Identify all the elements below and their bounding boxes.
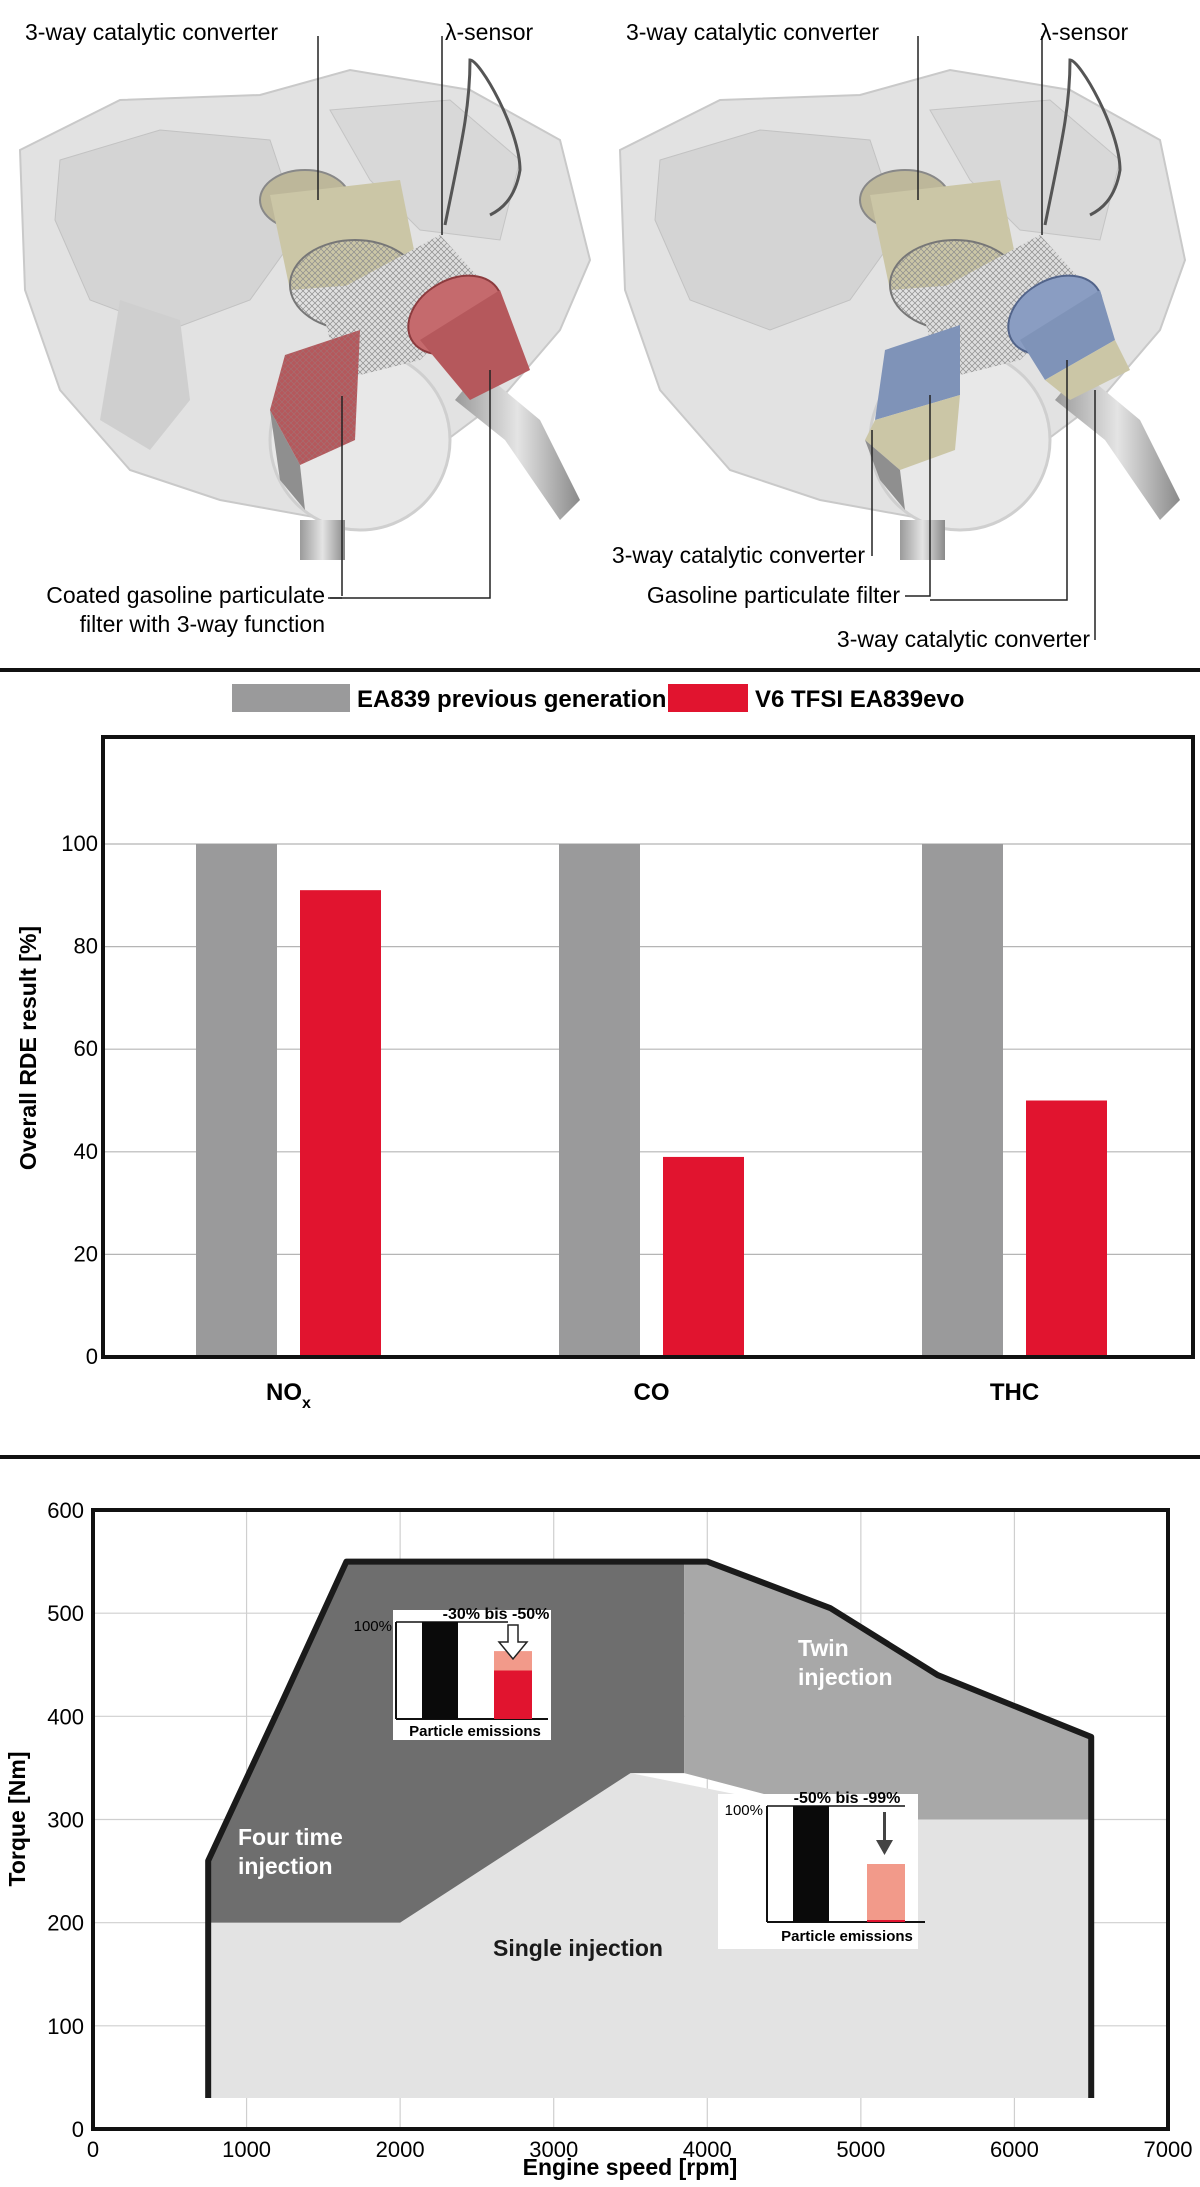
label-right-catalyst-mid: 3-way catalytic converter bbox=[612, 542, 865, 568]
label-right-catalyst-bottom: 3-way catalytic converter bbox=[837, 626, 1090, 652]
inset1-baseline-label: 100% bbox=[354, 1618, 392, 1635]
rde-bar-thc-previous bbox=[922, 844, 1003, 1357]
inset2-after-range-bar bbox=[867, 1864, 905, 1922]
rde-y-tick-label: 80 bbox=[74, 934, 98, 959]
inset1-down-arrow-icon bbox=[497, 1624, 529, 1661]
map-x-axis-label: Engine speed [rpm] bbox=[523, 2154, 738, 2180]
label-right-gpf: Gasoline particulate filter bbox=[647, 582, 900, 608]
rde-category-label: CO bbox=[634, 1379, 670, 1406]
map-y-axis-label: Torque [Nm] bbox=[4, 1751, 30, 1886]
section-divider-bottom bbox=[0, 1455, 1200, 1459]
label-left-gpf-line2: filter with 3-way function bbox=[80, 611, 325, 637]
rde-chart: EA839 previous generation V6 TFSI EA839e… bbox=[0, 670, 1200, 1457]
rde-category-labels: NOx CO THC bbox=[266, 1379, 1039, 1412]
map-y-tick-label: 200 bbox=[47, 1911, 84, 1936]
rde-y-axis-label: Overall RDE result [%] bbox=[15, 926, 41, 1170]
inset1-after-bar bbox=[494, 1670, 532, 1719]
engine-illustrations: 3-way catalytic converter λ-sensor Coate… bbox=[0, 0, 1200, 670]
rde-y-tick-label: 60 bbox=[74, 1036, 98, 1061]
legend-swatch-evo bbox=[668, 684, 748, 712]
rde-category-label: NOx bbox=[266, 1379, 311, 1412]
map-plot-frame bbox=[91, 1508, 1170, 2131]
map-x-tick-label: 3000 bbox=[529, 2137, 578, 2162]
rde-y-tick-label: 0 bbox=[86, 1344, 98, 1369]
rde-category-label: THC bbox=[990, 1379, 1039, 1406]
rde-bar-thc-evo bbox=[1026, 1100, 1107, 1357]
rde-plot-frame bbox=[101, 735, 1195, 1359]
map-x-tick-label: 7000 bbox=[1144, 2137, 1193, 2162]
region-label-twin-line1: Twin bbox=[798, 1635, 849, 1661]
map-x-tick-label: 4000 bbox=[683, 2137, 732, 2162]
legend-label-evo: V6 TFSI EA839evo bbox=[755, 686, 964, 713]
engine-left: 3-way catalytic converter λ-sensor Coate… bbox=[18, 19, 592, 637]
map-x-tick-label: 6000 bbox=[990, 2137, 1039, 2162]
map-x-tick-label: 1000 bbox=[222, 2137, 271, 2162]
map-x-tick-label: 0 bbox=[87, 2137, 99, 2162]
rde-bar-nox-previous bbox=[196, 844, 277, 1357]
engine-illustration-svg: 3-way catalytic converter λ-sensor Coate… bbox=[18, 19, 1187, 652]
inset1-caption: Particle emissions bbox=[409, 1723, 541, 1740]
inset1-reduction-label: -30% bis -50% bbox=[443, 1606, 550, 1623]
rde-bar-co-evo bbox=[663, 1156, 744, 1357]
region-label-four-time-line1: Four time bbox=[238, 1824, 343, 1850]
rde-bars bbox=[196, 844, 1107, 1357]
engine-right: 3-way catalytic converter λ-sensor 3-way… bbox=[612, 19, 1187, 652]
map-y-tick-labels: 0 100 200 300 400 500 600 bbox=[47, 1498, 84, 2142]
rde-bar-co-previous bbox=[559, 844, 640, 1357]
region-label-twin-line2: injection bbox=[798, 1664, 893, 1690]
label-left-catalyst-top: 3-way catalytic converter bbox=[25, 19, 278, 45]
legend-label-previous: EA839 previous generation bbox=[357, 686, 666, 713]
gpf-coated-left-a bbox=[270, 330, 360, 510]
region-twin-injection bbox=[684, 1561, 1092, 1820]
map-x-tick-labels: 0 1000 2000 3000 4000 5000 6000 7000 bbox=[87, 2137, 1193, 2162]
inset2-baseline-label: 100% bbox=[725, 1802, 763, 1819]
map-y-tick-label: 100 bbox=[47, 2014, 84, 2039]
rde-y-tick-label: 40 bbox=[74, 1139, 98, 1164]
map-y-tick-label: 0 bbox=[72, 2117, 84, 2142]
map-x-tick-label: 5000 bbox=[836, 2137, 885, 2162]
label-left-gpf-line1: Coated gasoline particulate bbox=[46, 582, 325, 608]
rde-bar-nox-evo bbox=[300, 890, 381, 1357]
rde-legend: EA839 previous generation V6 TFSI EA839e… bbox=[232, 684, 964, 713]
full-load-curve bbox=[205, 1558, 1095, 2099]
rde-bar-chart-svg: EA839 previous generation V6 TFSI EA839e… bbox=[15, 684, 1195, 1412]
torque-map-chart: 0 1000 2000 3000 4000 5000 6000 7000 0 100 200 300… bbox=[0, 1457, 1200, 2187]
legend-swatch-previous bbox=[232, 684, 350, 712]
gpf-right-a bbox=[865, 325, 960, 510]
map-y-tick-label: 600 bbox=[47, 1498, 84, 1523]
region-label-four-time-line2: injection bbox=[238, 1853, 333, 1879]
inset2-before-bar bbox=[793, 1806, 829, 1922]
gpf-coated-left-b bbox=[407, 274, 530, 400]
map-x-tick-label: 2000 bbox=[376, 2137, 425, 2162]
region-four-time-injection bbox=[208, 1561, 685, 1923]
rde-y-tick-label: 20 bbox=[74, 1241, 98, 1266]
label-left-lambda-sensor: λ-sensor bbox=[445, 19, 534, 45]
inset-particle-emissions-twin: 100% -50% bis -99% Particle emissions bbox=[718, 1790, 925, 1949]
inset-particle-emissions-four-time: 100% -30% bis -50% Particle emissions bbox=[354, 1606, 551, 1740]
label-right-catalyst-top: 3-way catalytic converter bbox=[626, 19, 879, 45]
inset1-before-bar bbox=[422, 1622, 458, 1719]
region-label-single: Single injection bbox=[493, 1935, 663, 1961]
map-y-tick-label: 500 bbox=[47, 1601, 84, 1626]
section-divider-top bbox=[0, 668, 1200, 672]
inset2-reduction-label: -50% bis -99% bbox=[794, 1790, 901, 1807]
inset2-caption: Particle emissions bbox=[781, 1928, 913, 1945]
rde-y-tick-labels: 0 20 40 60 80 100 bbox=[61, 831, 98, 1369]
rde-y-tick-label: 100 bbox=[61, 831, 98, 856]
rde-gridlines bbox=[103, 843, 1193, 1256]
map-y-tick-label: 400 bbox=[47, 1704, 84, 1729]
map-y-tick-label: 300 bbox=[47, 1808, 84, 1833]
inset2-after-bar bbox=[867, 1920, 905, 1922]
torque-map-svg: 0 1000 2000 3000 4000 5000 6000 7000 0 100 200 300… bbox=[4, 1498, 1193, 2180]
label-right-lambda-sensor: λ-sensor bbox=[1040, 19, 1129, 45]
inset2-down-arrow-icon bbox=[876, 1812, 893, 1855]
